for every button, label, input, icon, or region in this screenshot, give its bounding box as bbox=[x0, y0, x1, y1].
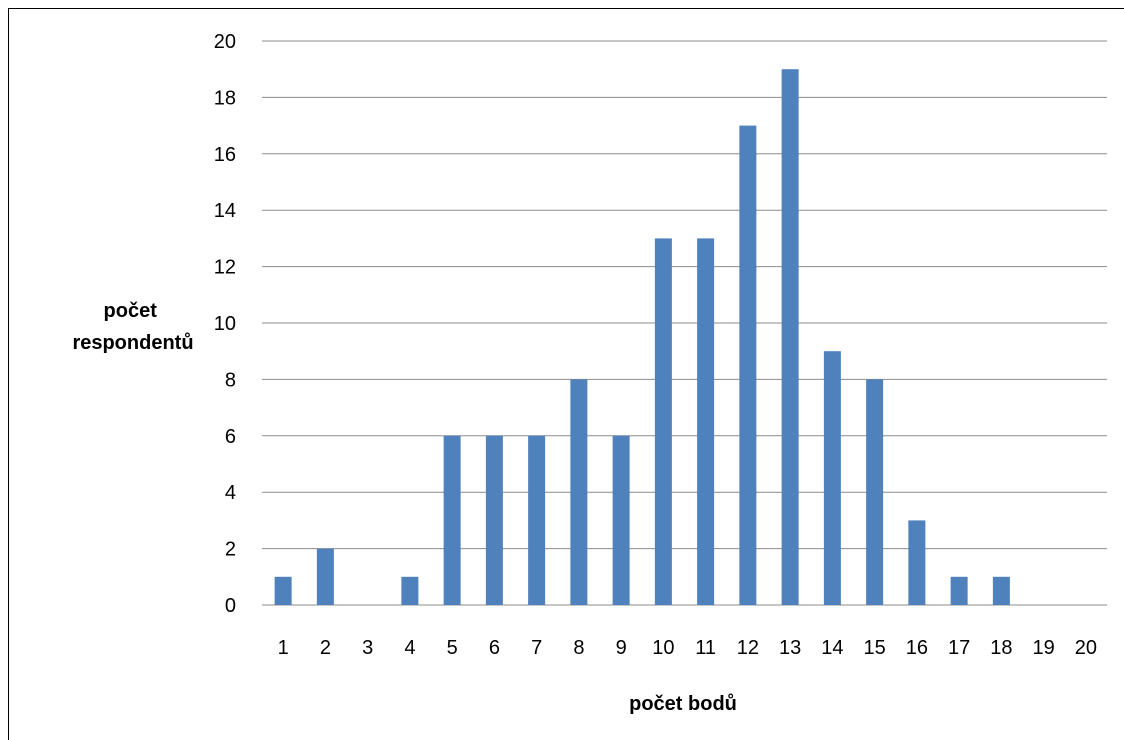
bar-5 bbox=[443, 435, 461, 605]
bar-14 bbox=[823, 351, 841, 605]
x-tick-label: 2 bbox=[320, 637, 331, 659]
y-tick-label: 6 bbox=[225, 426, 236, 448]
x-tick-label: 17 bbox=[948, 637, 970, 659]
y-tick-label: 4 bbox=[225, 482, 236, 504]
bar-1 bbox=[274, 576, 292, 605]
x-tick-label: 4 bbox=[404, 637, 415, 659]
y-tick-label: 16 bbox=[214, 144, 236, 166]
x-tick-label: 10 bbox=[652, 637, 674, 659]
y-axis-title-line-2: respondentů bbox=[72, 332, 193, 354]
bar-16 bbox=[908, 520, 926, 605]
bar-6 bbox=[485, 435, 503, 605]
x-tick-label: 9 bbox=[616, 637, 627, 659]
x-tick-label: 3 bbox=[362, 637, 373, 659]
x-tick-label: 1 bbox=[278, 637, 289, 659]
x-tick-label: 11 bbox=[695, 637, 716, 659]
bar-17 bbox=[950, 576, 968, 605]
x-tick-label: 19 bbox=[1033, 637, 1055, 659]
bar-12 bbox=[739, 125, 757, 605]
x-tick-label: 15 bbox=[864, 637, 886, 659]
y-tick-label: 10 bbox=[214, 313, 236, 335]
bar-13 bbox=[781, 69, 799, 605]
bars bbox=[274, 69, 1010, 605]
y-axis-title: počet respondentů bbox=[72, 300, 193, 354]
x-tick-labels: 1 2 3 4 5 6 7 8 9 10 11 12 13 14 15 16 17 18 19 20 bbox=[278, 637, 1097, 659]
x-tick-label: 13 bbox=[779, 637, 801, 659]
x-tick-label: 18 bbox=[990, 637, 1012, 659]
x-tick-label: 8 bbox=[573, 637, 584, 659]
x-tick-label: 16 bbox=[906, 637, 928, 659]
y-axis-title-line-1: počet bbox=[104, 300, 158, 322]
y-tick-label: 18 bbox=[214, 87, 236, 109]
x-tick-label: 14 bbox=[821, 637, 843, 659]
bar-7 bbox=[528, 435, 546, 605]
y-tick-label: 8 bbox=[225, 369, 236, 391]
chart-frame bbox=[8, 8, 1124, 740]
x-tick-label: 7 bbox=[531, 637, 542, 659]
gridlines bbox=[262, 40, 1107, 606]
bar-4 bbox=[401, 576, 419, 605]
x-tick-label: 12 bbox=[737, 637, 759, 659]
bar-2 bbox=[316, 548, 334, 605]
y-tick-label: 20 bbox=[214, 31, 236, 53]
bar-9 bbox=[612, 435, 630, 605]
x-tick-label: 5 bbox=[447, 637, 458, 659]
y-tick-label: 12 bbox=[214, 257, 236, 279]
bar-10 bbox=[654, 238, 672, 605]
y-tick-label: 2 bbox=[225, 539, 236, 561]
x-tick-label: 20 bbox=[1075, 637, 1097, 659]
bar-11 bbox=[697, 238, 715, 605]
x-axis-title: počet bodů bbox=[629, 693, 737, 715]
y-tick-label: 14 bbox=[214, 200, 236, 222]
bar-8 bbox=[570, 379, 588, 605]
bar-15 bbox=[866, 379, 884, 605]
y-tick-label: 0 bbox=[225, 595, 236, 617]
y-tick-labels: 0 2 4 6 8 10 12 14 16 18 20 bbox=[214, 31, 236, 617]
x-tick-label: 6 bbox=[489, 637, 500, 659]
bar-18 bbox=[992, 576, 1010, 605]
